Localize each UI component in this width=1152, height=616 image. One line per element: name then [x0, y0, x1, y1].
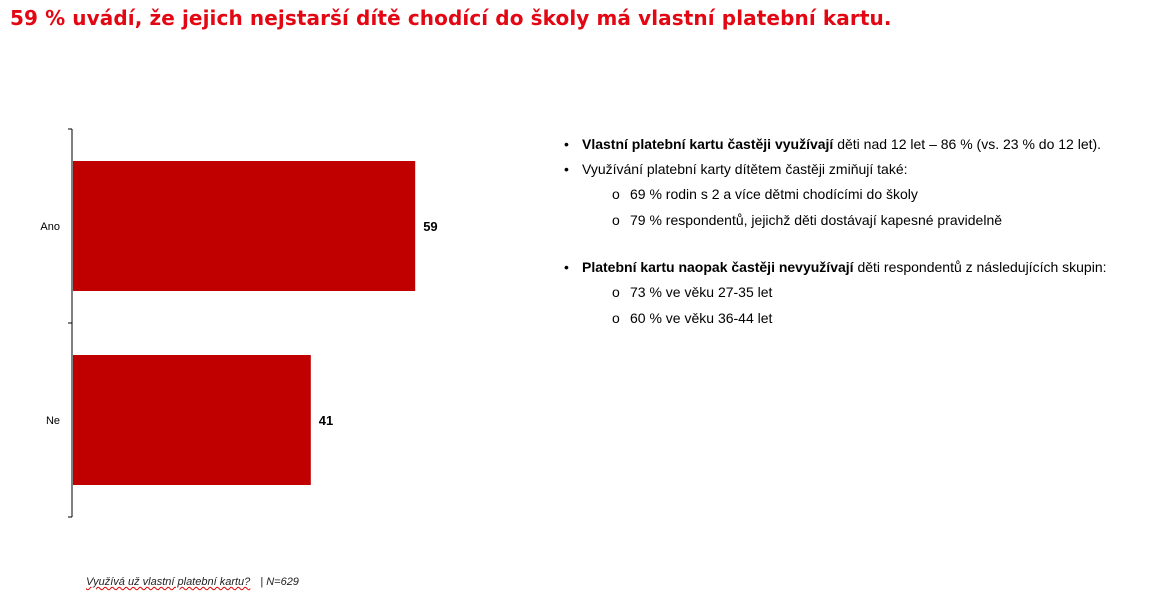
bar-chart: Ano 59 Ne 41 [40, 128, 438, 518]
footnote-question: Využívá už vlastní platební kartu? [86, 576, 251, 588]
bullet-text: děti nad 12 let – 86 % (vs. 23 % do 12 l… [833, 136, 1102, 152]
circle-bullet-icon: o [612, 212, 620, 228]
bullet-bold-text: Platební kartu naopak častěji nevyužívaj… [582, 259, 854, 275]
bullet-dot-icon: • [564, 259, 569, 275]
bullet-text: děti respondentů z následujících skupin: [853, 259, 1107, 275]
bullet-dot-icon: • [564, 161, 569, 177]
circle-bullet-icon: o [612, 310, 620, 326]
sub-bullet-text: 79 % respondentů, jejichž děti dostávají… [630, 212, 1003, 228]
bar-ne [73, 355, 311, 485]
sub-bullet-item: o 79 % respondentů, jejichž děti dostáva… [564, 210, 1144, 230]
sub-bullet-text: 73 % ve věku 27-35 let [630, 284, 773, 300]
key-findings: • Vlastní platební kartu častěji využíva… [564, 134, 1144, 334]
bullet-item: • Využívání platební karty dítětem častě… [564, 159, 1144, 179]
data-label: 41 [319, 413, 333, 428]
sub-bullet-text: 69 % rodin s 2 a více dětmi chodícími do… [630, 186, 918, 202]
footnote: Využívá už vlastní platební kartu? | N=62… [86, 576, 299, 588]
bullet-bold-text: Vlastní platební kartu častěji využívají [582, 136, 834, 152]
data-label: 59 [423, 219, 437, 234]
sub-bullet-text: 60 % ve věku 36-44 let [630, 310, 773, 326]
bullet-dot-icon: • [564, 136, 569, 152]
bullet-item: • Platební kartu naopak častěji nevyužív… [564, 257, 1144, 277]
sub-bullet-item: o 69 % rodin s 2 a více dětmi chodícími … [564, 184, 1144, 204]
bullet-text: Využívání platební karty dítětem častěji… [582, 161, 908, 177]
page-title: 59 % uvádí, že jejich nejstarší dítě cho… [10, 6, 892, 30]
category-label: Ne [46, 415, 60, 427]
sub-bullet-item: o 60 % ve věku 36-44 let [564, 308, 1144, 328]
category-label: Ano [40, 221, 60, 233]
circle-bullet-icon: o [612, 186, 620, 202]
bar-ano [73, 161, 416, 291]
footnote-separator: | [260, 576, 264, 588]
bullet-item: • Vlastní platební kartu častěji využíva… [564, 134, 1144, 154]
circle-bullet-icon: o [612, 284, 620, 300]
footnote-sample-size: N=629 [266, 576, 299, 588]
sub-bullet-item: o 73 % ve věku 27-35 let [564, 282, 1144, 302]
